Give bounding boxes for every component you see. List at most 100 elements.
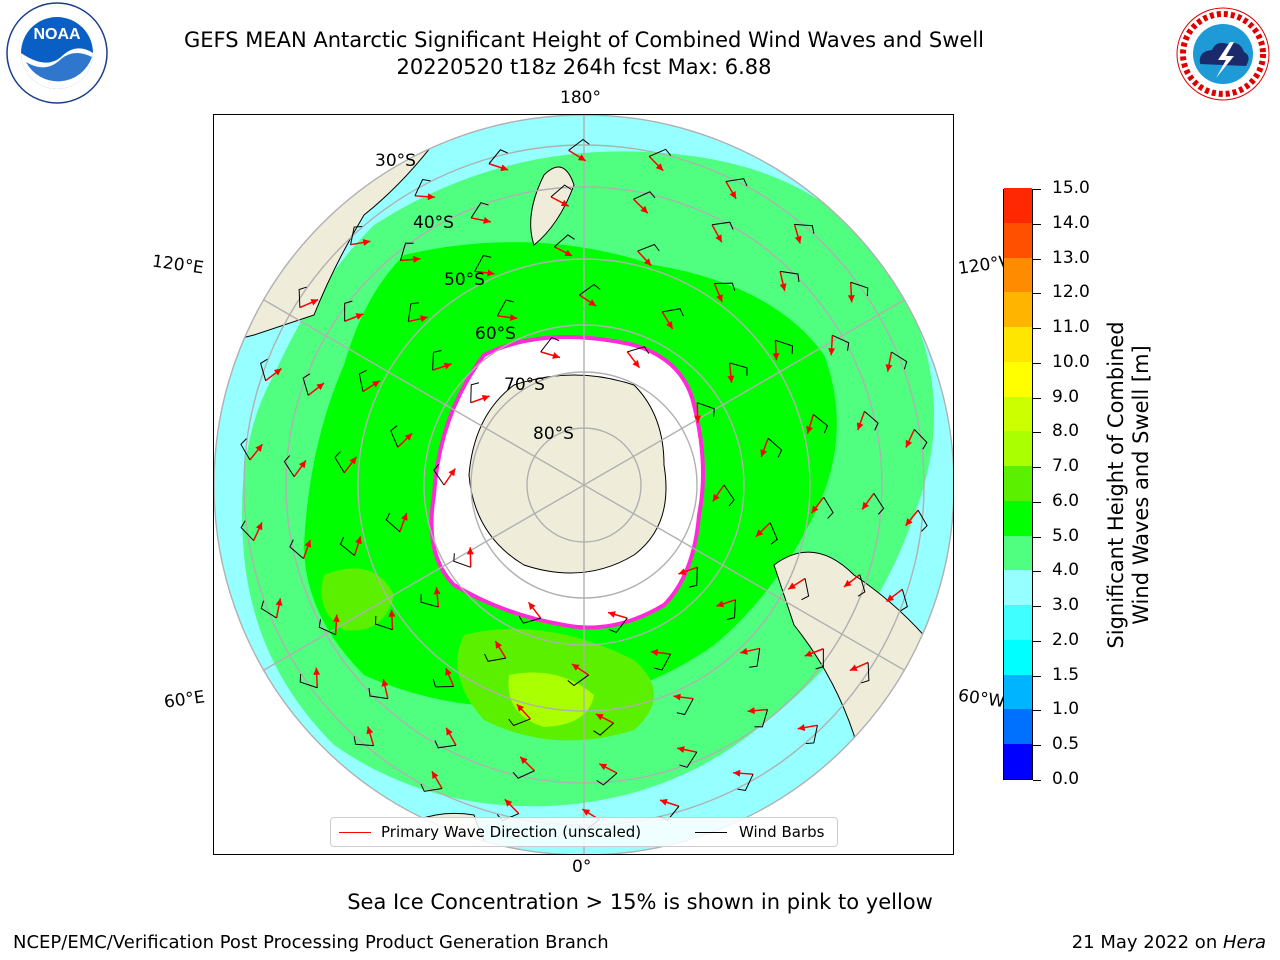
colorbar-tick (1033, 780, 1041, 781)
colorbar-segment (1004, 639, 1032, 675)
wave-arrow-head (673, 693, 681, 701)
wind-barb (508, 718, 531, 727)
wave-arrow-head (595, 713, 604, 721)
wave-arrow-head (362, 239, 371, 246)
wind-barb (432, 679, 454, 688)
wind-barb (298, 286, 307, 308)
wave-arrow-head (571, 664, 580, 671)
wind-barb (260, 358, 268, 381)
wave-arrow-head (332, 614, 340, 622)
wave-arrow-head (313, 667, 321, 675)
colorbar-tick-label: 8.0 (1052, 421, 1080, 442)
colorbar (1003, 187, 1033, 780)
wind-barb (726, 599, 736, 621)
wind-barb (729, 362, 748, 376)
colorbar-tick (1033, 536, 1041, 538)
wave-arrow-head (694, 415, 702, 423)
wind-barb (805, 725, 818, 745)
wave-arrow-head (828, 348, 836, 356)
wave-arrow-head (404, 433, 413, 441)
wind-barb (648, 148, 672, 157)
colorbar-tick (1033, 675, 1041, 677)
wind-barb (815, 648, 824, 670)
southern-africa-land (214, 746, 295, 826)
colorbar-title: Significant Height of Combined Wind Wave… (1104, 321, 1154, 648)
wind-barb (832, 334, 850, 351)
wave-arrow-head (355, 536, 362, 545)
colorbar-segment (1004, 361, 1032, 397)
colorbar-tick (1033, 362, 1041, 364)
sea-ice-note: Sea Ice Concentration > 15% is shown in … (347, 890, 933, 914)
wave-arrow-head (582, 809, 591, 816)
wind-barb (518, 616, 541, 624)
noaa-logo-text: NOAA (33, 26, 81, 43)
lon-label-60w: 60°W (956, 685, 1007, 713)
wave-arrow-head (528, 602, 536, 610)
lat-label-30s: 30°S (375, 151, 416, 171)
wind-barb (850, 281, 869, 296)
wave-arrow-head (255, 522, 263, 531)
wind-barb (688, 567, 698, 588)
colorbar-tick-label: 2.0 (1052, 629, 1080, 650)
wave-arrow-head (755, 529, 764, 537)
wind-barb (593, 722, 614, 736)
wave-arrow-head (316, 383, 325, 391)
wind-barb (289, 539, 304, 560)
colorbar-tick (1033, 640, 1041, 642)
colorbar-segment (1004, 674, 1032, 710)
wave-arrow-head (747, 707, 755, 715)
lon-label-0: 0° (572, 857, 592, 877)
wind-barb (496, 299, 514, 317)
wind-barb (714, 282, 736, 291)
wind-barb (917, 509, 928, 532)
wind-barb (780, 270, 800, 282)
map-title: GEFS MEAN Antarctic Significant Height o… (183, 28, 985, 52)
wave-arrow-head (366, 726, 374, 735)
wave-arrow-head (509, 314, 518, 321)
wave-patch-6-7m (508, 672, 594, 727)
wind-barb (334, 451, 345, 474)
map-subtitle: 20220520 t18z 264h fcst Max: 6.88 (396, 55, 772, 79)
wind-barb (318, 619, 336, 636)
wind-barb (697, 402, 715, 417)
colorbar-title-line2: Wind Waves and Swell [m] (1129, 345, 1153, 625)
colorbar-tick-label: 1.5 (1052, 664, 1080, 685)
colorbar-tick (1033, 571, 1041, 573)
colorbar-tick (1033, 293, 1041, 295)
wave-arrow-head (431, 771, 439, 780)
lon-label-120e: 120°E (150, 251, 205, 279)
wave-arrow-head (445, 668, 452, 676)
wave-arrow-head (727, 375, 735, 383)
wave-arrow-head (678, 568, 687, 575)
wind-barb (470, 202, 489, 219)
colorbar-tick (1033, 223, 1041, 225)
wind-barb (637, 243, 660, 252)
colorbar-tick-label: 1.0 (1052, 699, 1080, 720)
wave-arrow-head (779, 283, 787, 291)
wave-arrow-head (255, 444, 263, 452)
colorbar-tick (1033, 432, 1041, 434)
wave-arrow-head (650, 649, 659, 656)
wave-arrow-head (564, 249, 573, 257)
wind-barb (550, 184, 572, 198)
wave-patch-5-6m-west (321, 568, 394, 631)
wind-barb (823, 496, 834, 519)
colorbar-segment (1004, 569, 1032, 606)
wind-barb (407, 302, 419, 322)
wave-arrow-head (843, 579, 852, 587)
wind-barb (873, 493, 885, 515)
antarctica-land (468, 374, 667, 574)
lon-label-180: 180° (560, 88, 601, 108)
wave-arrow-head (729, 190, 737, 199)
wave-arrow-head (666, 321, 673, 329)
wave-arrow-head (806, 425, 813, 434)
wave-arrow-head (804, 650, 813, 657)
wave-arrow-head (847, 295, 855, 303)
wave-arrow-head (500, 164, 509, 172)
wind-barb (801, 578, 810, 601)
colorbar-tick-label: 10.0 (1052, 351, 1090, 372)
colorbar-tick (1033, 606, 1041, 608)
wave-arrow-head (448, 468, 456, 477)
colorbar-tick (1033, 189, 1041, 190)
wave-arrow-head (355, 313, 364, 320)
